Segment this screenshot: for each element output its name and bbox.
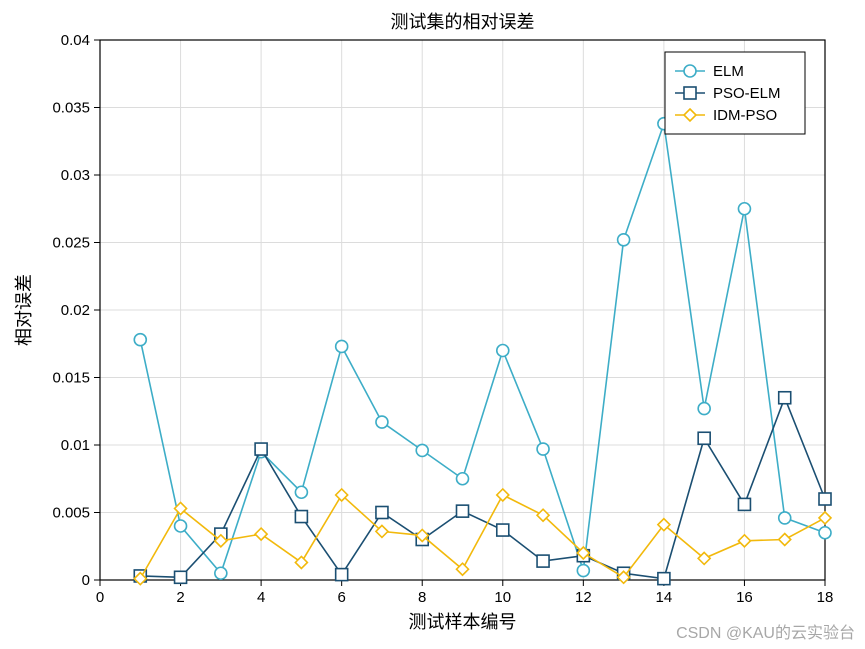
series-marker-pso-elm <box>295 511 307 523</box>
series-marker-elm <box>577 565 589 577</box>
legend-label: ELM <box>713 63 744 80</box>
y-tick-label: 0.025 <box>52 235 90 252</box>
x-tick-label: 18 <box>817 589 834 606</box>
y-tick-label: 0.005 <box>52 505 90 522</box>
series-marker-pso-elm <box>658 573 670 585</box>
x-tick-label: 14 <box>656 589 673 606</box>
series-marker-pso-elm <box>537 555 549 567</box>
x-tick-label: 10 <box>494 589 511 606</box>
x-tick-label: 8 <box>418 589 426 606</box>
series-marker-elm <box>779 512 791 524</box>
y-tick-label: 0.01 <box>61 437 90 454</box>
y-tick-label: 0.03 <box>61 167 90 184</box>
x-tick-label: 0 <box>96 589 104 606</box>
series-marker-pso-elm <box>698 432 710 444</box>
series-marker-elm <box>134 334 146 346</box>
series-marker-elm <box>698 403 710 415</box>
y-tick-label: 0.04 <box>61 32 90 49</box>
series-marker-pso-elm <box>497 524 509 536</box>
series-marker-elm <box>376 416 388 428</box>
series-marker-elm <box>738 203 750 215</box>
x-tick-label: 4 <box>257 589 265 606</box>
series-marker-pso-elm <box>255 443 267 455</box>
watermark-text: CSDN @KAU的云实验台 <box>676 619 855 643</box>
x-tick-label: 12 <box>575 589 592 606</box>
x-tick-label: 16 <box>736 589 753 606</box>
y-tick-label: 0.035 <box>52 100 90 117</box>
legend-label: PSO-ELM <box>713 85 781 102</box>
x-axis-label: 测试样本编号 <box>409 612 517 632</box>
legend-marker-elm <box>684 65 696 77</box>
series-marker-pso-elm <box>376 507 388 519</box>
series-marker-elm <box>295 486 307 498</box>
series-marker-pso-elm <box>175 571 187 583</box>
series-marker-elm <box>618 234 630 246</box>
series-marker-elm <box>336 340 348 352</box>
series-marker-pso-elm <box>457 505 469 517</box>
y-tick-label: 0 <box>82 572 90 589</box>
series-marker-elm <box>457 473 469 485</box>
legend-label: IDM-PSO <box>713 107 777 124</box>
series-marker-elm <box>497 345 509 357</box>
x-tick-label: 2 <box>176 589 184 606</box>
series-marker-elm <box>215 567 227 579</box>
chart-title: 测试集的相对误差 <box>391 12 535 32</box>
series-marker-pso-elm <box>738 498 750 510</box>
series-marker-pso-elm <box>779 392 791 404</box>
series-marker-pso-elm <box>819 493 831 505</box>
series-marker-elm <box>416 444 428 456</box>
y-tick-label: 0.02 <box>61 302 90 319</box>
series-marker-elm <box>175 520 187 532</box>
series-marker-elm <box>537 443 549 455</box>
chart-canvas: 0 2 4 6 8 10 12 14 16 18 0 0.005 0.01 0.015 0.02 0.025 0… <box>0 0 865 649</box>
y-tick-label: 0.015 <box>52 370 90 387</box>
y-axis-label: 相对误差 <box>14 274 34 346</box>
x-tick-label: 6 <box>337 589 345 606</box>
series-marker-pso-elm <box>336 569 348 581</box>
legend-marker-pso-elm <box>684 87 696 99</box>
series-marker-elm <box>819 527 831 539</box>
